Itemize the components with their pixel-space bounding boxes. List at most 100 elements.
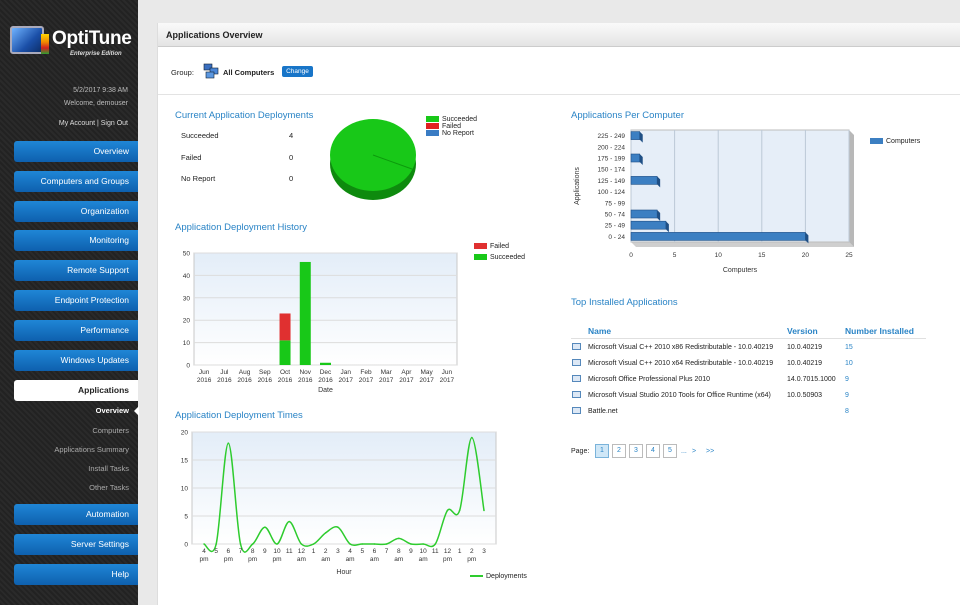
nav-computers-and-groups[interactable]: Computers and Groups <box>14 171 138 192</box>
subnav-install-tasks[interactable]: Install Tasks <box>88 464 129 473</box>
app-count-link[interactable]: 9 <box>845 376 849 383</box>
app-name-cell: Battle.net <box>588 408 618 415</box>
times-x-tick-hour: 3 <box>336 548 340 555</box>
group-label: Group: <box>171 68 194 77</box>
history-x-tick-year: 2016 <box>217 377 232 384</box>
subnav-applications-summary[interactable]: Applications Summary <box>54 445 129 454</box>
times-x-tick-hour: 7 <box>385 548 389 555</box>
times-data-point <box>361 543 364 545</box>
percomp-x-axis-label: Computers <box>723 267 758 274</box>
times-data-point <box>483 509 485 512</box>
nav-monitoring[interactable]: Monitoring <box>14 230 138 251</box>
times-x-tick-period: pm <box>224 556 233 563</box>
monitor-logo-icon <box>10 26 49 54</box>
history-x-tick-month: Aug <box>239 369 251 376</box>
deployments-failed-label: Failed <box>181 153 202 162</box>
page-5-button[interactable]: 5 <box>663 444 677 458</box>
application-icon <box>572 391 581 398</box>
times-data-point <box>410 543 412 545</box>
nav-server-settings[interactable]: Server Settings <box>14 534 138 555</box>
subnav-other-tasks[interactable]: Other Tasks <box>89 483 129 492</box>
app-count-link[interactable]: 10 <box>845 360 853 367</box>
times-data-point <box>373 543 376 545</box>
legend-label: Failed <box>490 243 510 250</box>
subnav-computers[interactable]: Computers <box>92 426 129 435</box>
times-y-tick-label: 10 <box>181 486 189 493</box>
nav-overview[interactable]: Overview <box>14 141 138 162</box>
app-count-link[interactable]: 9 <box>845 392 849 399</box>
times-data-point <box>264 526 266 528</box>
change-group-button[interactable]: Change <box>282 66 313 77</box>
times-data-point <box>458 509 461 512</box>
history-bar-failed <box>279 313 291 341</box>
app-count-link[interactable]: 15 <box>845 344 853 351</box>
page-3-button[interactable]: 3 <box>629 444 643 458</box>
table-row[interactable]: Microsoft Office Professional Plus 2010 … <box>571 372 926 388</box>
column-version[interactable]: Version <box>787 326 818 336</box>
times-data-point <box>251 543 254 545</box>
history-bar-succeeded <box>279 340 291 365</box>
history-x-tick-month: Jun <box>442 369 453 376</box>
legend-swatch <box>426 130 439 137</box>
times-y-tick-label: 15 <box>181 458 189 465</box>
history-x-tick-year: 2017 <box>338 377 353 384</box>
history-legend-item: Failed <box>474 243 525 250</box>
per-computer-title: Applications Per Computer <box>571 110 684 121</box>
nav-windows-updates[interactable]: Windows Updates <box>14 350 138 371</box>
history-y-tick-label: 0 <box>186 363 190 370</box>
nav-organization[interactable]: Organization <box>14 201 138 222</box>
app-count-link[interactable]: 8 <box>845 408 849 415</box>
table-row[interactable]: Microsoft Visual C++ 2010 x86 Redistribu… <box>571 340 926 356</box>
times-data-point <box>337 526 339 528</box>
percomp-bar <box>630 232 806 241</box>
app-logo: OptiTune Enterprise Edition <box>8 24 136 64</box>
history-x-tick-year: 2016 <box>237 377 252 384</box>
sidebar: OptiTune Enterprise Edition 5/2/2017 9:3… <box>0 0 139 605</box>
percomp-x-tick-label: 0 <box>629 252 633 259</box>
application-icon <box>572 407 581 414</box>
app-name-cell: Microsoft Office Professional Plus 2010 <box>588 376 711 383</box>
table-row[interactable]: Battle.net 8 <box>571 404 926 420</box>
page-4-button[interactable]: 4 <box>646 444 660 458</box>
times-x-tick-hour: 8 <box>251 548 255 555</box>
column-name[interactable]: Name <box>588 326 612 336</box>
history-plot-area <box>193 252 458 366</box>
times-x-tick-period: am <box>297 556 306 563</box>
history-x-tick-year: 2017 <box>399 377 414 384</box>
times-x-tick-period: pm <box>467 556 476 563</box>
table-row[interactable]: Microsoft Visual Studio 2010 Tools for O… <box>571 388 926 404</box>
nav-help[interactable]: Help <box>14 564 138 585</box>
subnav-overview[interactable]: Overview <box>95 406 129 415</box>
history-x-tick-month: Jun <box>199 369 210 376</box>
times-x-tick-period: pm <box>199 556 208 563</box>
times-data-point <box>203 543 205 545</box>
table-row[interactable]: Microsoft Visual C++ 2010 x64 Redistribu… <box>571 356 926 372</box>
nav-endpoint-protection[interactable]: Endpoint Protection <box>14 290 138 311</box>
deployments-title: Current Application Deployments <box>175 110 314 121</box>
percomp-bar <box>630 131 641 140</box>
times-x-tick-hour: 8 <box>397 548 401 555</box>
history-x-tick-year: 2017 <box>379 377 394 384</box>
page-2-button[interactable]: 2 <box>612 444 626 458</box>
legend-swatch <box>470 575 483 578</box>
nav-automation[interactable]: Automation <box>14 504 138 525</box>
history-x-tick-month: Sep <box>259 369 271 376</box>
page-1-button[interactable]: 1 <box>595 444 609 458</box>
pie-legend-item: Succeeded <box>426 116 477 123</box>
nav-performance[interactable]: Performance <box>14 320 138 341</box>
history-bar-chart: 01020304050Jun2016Jul2016Aug2016Sep2016O… <box>183 251 458 393</box>
legend-swatch <box>426 116 439 123</box>
last-page-link[interactable]: >> <box>706 448 715 455</box>
next-page-link[interactable]: > <box>692 448 697 455</box>
times-x-axis-label: Hour <box>336 569 352 576</box>
percomp-bar-side <box>639 131 643 143</box>
nav-applications[interactable]: Applications <box>14 380 138 401</box>
times-x-tick-hour: 11 <box>432 548 439 555</box>
times-x-tick-period: am <box>394 556 403 563</box>
account-links[interactable]: My Account | Sign Out <box>58 120 128 127</box>
percomp-y-tick-label: 175 - 199 <box>598 156 626 163</box>
app-version-cell: 10.0.40219 <box>787 360 823 367</box>
nav-remote-support[interactable]: Remote Support <box>14 260 138 281</box>
pie-seam <box>372 154 414 170</box>
column-number-installed[interactable]: Number Installed <box>845 326 914 336</box>
